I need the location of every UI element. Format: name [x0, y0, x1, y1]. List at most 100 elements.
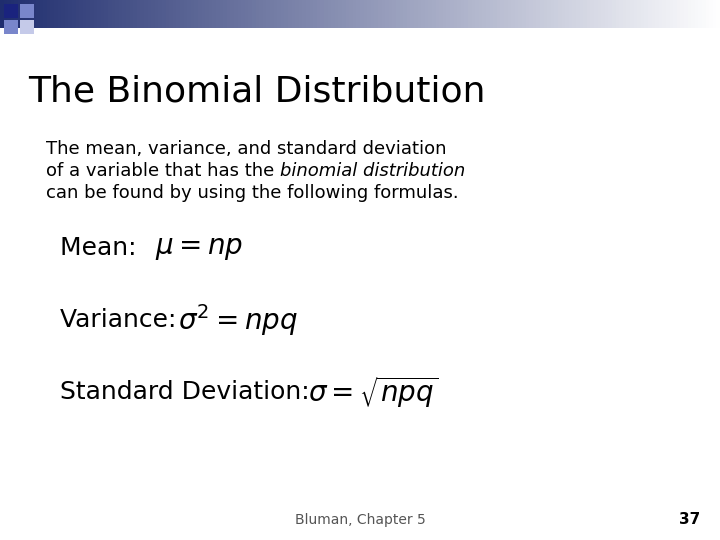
- Bar: [299, 0, 302, 28]
- Bar: [374, 0, 378, 28]
- Bar: [540, 0, 544, 28]
- Bar: [61, 0, 65, 28]
- Bar: [396, 0, 400, 28]
- Bar: [83, 0, 86, 28]
- Bar: [194, 0, 198, 28]
- Text: of a variable that has the: of a variable that has the: [46, 162, 280, 180]
- Bar: [666, 0, 670, 28]
- Text: Standard Deviation:: Standard Deviation:: [60, 380, 325, 404]
- Bar: [378, 0, 382, 28]
- Bar: [482, 0, 486, 28]
- Bar: [256, 0, 259, 28]
- Bar: [338, 0, 342, 28]
- Bar: [281, 0, 284, 28]
- Bar: [439, 0, 443, 28]
- Bar: [270, 0, 274, 28]
- Bar: [90, 0, 94, 28]
- Bar: [274, 0, 277, 28]
- Bar: [601, 0, 605, 28]
- Bar: [133, 0, 137, 28]
- Bar: [598, 0, 601, 28]
- Bar: [572, 0, 576, 28]
- Bar: [461, 0, 464, 28]
- Bar: [20, 4, 34, 18]
- Bar: [713, 0, 716, 28]
- Bar: [65, 0, 68, 28]
- Bar: [320, 0, 324, 28]
- Bar: [94, 0, 97, 28]
- Bar: [410, 0, 414, 28]
- Bar: [659, 0, 662, 28]
- Bar: [695, 0, 698, 28]
- Bar: [14, 0, 18, 28]
- Bar: [515, 0, 518, 28]
- Bar: [173, 0, 176, 28]
- Bar: [637, 0, 641, 28]
- Bar: [716, 0, 720, 28]
- Bar: [367, 0, 371, 28]
- Bar: [436, 0, 439, 28]
- Text: Mean:: Mean:: [60, 236, 153, 260]
- Bar: [317, 0, 320, 28]
- Bar: [4, 4, 18, 18]
- Bar: [623, 0, 626, 28]
- Bar: [392, 0, 396, 28]
- Bar: [302, 0, 306, 28]
- Bar: [626, 0, 630, 28]
- Bar: [616, 0, 619, 28]
- Bar: [126, 0, 130, 28]
- Bar: [630, 0, 634, 28]
- Bar: [148, 0, 151, 28]
- Bar: [212, 0, 216, 28]
- Bar: [22, 0, 25, 28]
- Bar: [191, 0, 194, 28]
- Bar: [612, 0, 616, 28]
- Bar: [688, 0, 691, 28]
- Bar: [371, 0, 374, 28]
- Bar: [565, 0, 569, 28]
- Bar: [101, 0, 104, 28]
- Bar: [608, 0, 612, 28]
- Bar: [522, 0, 526, 28]
- Bar: [677, 0, 680, 28]
- Bar: [58, 0, 61, 28]
- Bar: [421, 0, 425, 28]
- Bar: [691, 0, 695, 28]
- Bar: [709, 0, 713, 28]
- Bar: [223, 0, 227, 28]
- Bar: [238, 0, 241, 28]
- Bar: [112, 0, 115, 28]
- Bar: [475, 0, 479, 28]
- Bar: [187, 0, 191, 28]
- Bar: [108, 0, 112, 28]
- Bar: [209, 0, 212, 28]
- Bar: [50, 0, 54, 28]
- Bar: [580, 0, 583, 28]
- Bar: [400, 0, 403, 28]
- Bar: [346, 0, 349, 28]
- Bar: [518, 0, 522, 28]
- Bar: [382, 0, 385, 28]
- Bar: [184, 0, 187, 28]
- Bar: [605, 0, 608, 28]
- Bar: [472, 0, 475, 28]
- Bar: [68, 0, 72, 28]
- Bar: [594, 0, 598, 28]
- Bar: [162, 0, 166, 28]
- Bar: [576, 0, 580, 28]
- Bar: [310, 0, 313, 28]
- Text: can be found by using the following formulas.: can be found by using the following form…: [46, 184, 459, 202]
- Bar: [432, 0, 436, 28]
- Text: 37: 37: [679, 512, 700, 528]
- Bar: [248, 0, 252, 28]
- Bar: [389, 0, 392, 28]
- Bar: [266, 0, 270, 28]
- Bar: [590, 0, 594, 28]
- Bar: [205, 0, 209, 28]
- Bar: [583, 0, 587, 28]
- Bar: [536, 0, 540, 28]
- Text: $\sigma^2 = npq$: $\sigma^2 = npq$: [178, 302, 298, 338]
- Text: $\sigma = \sqrt{npq}$: $\sigma = \sqrt{npq}$: [308, 374, 438, 410]
- Bar: [169, 0, 173, 28]
- Bar: [493, 0, 497, 28]
